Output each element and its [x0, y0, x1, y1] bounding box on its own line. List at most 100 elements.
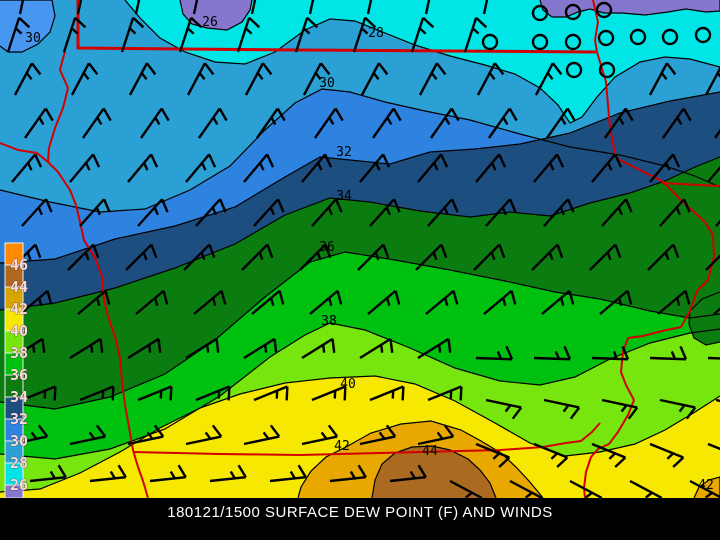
wind-barb-icon	[241, 243, 274, 271]
wind-barb-icon	[418, 62, 447, 96]
wind-barb-icon	[120, 16, 145, 53]
wind-barb-icon	[137, 385, 173, 402]
wind-barb-icon	[509, 479, 543, 498]
contour-line-tlPatch	[0, 0, 56, 53]
wind-barb-icon	[82, 107, 112, 139]
wind-barb-icon	[209, 464, 247, 483]
wind-barb-icon	[13, 62, 42, 96]
colorbar-label-32: 32	[10, 410, 28, 428]
colorbar-label-30: 30	[10, 432, 28, 450]
wind-barb-icon	[483, 289, 517, 315]
wind-barb-icon	[186, 62, 215, 96]
wind-barb-icon	[250, 0, 257, 15]
wind-barb-icon	[69, 424, 107, 446]
wind-barb-icon	[475, 442, 511, 468]
wind-barb-icon	[546, 107, 576, 139]
calm-wind-icon	[629, 28, 647, 46]
wind-barb-icon	[243, 424, 281, 446]
wind-barb-icon	[134, 0, 141, 15]
wind-barb-icon	[369, 198, 401, 227]
wind-barb-icon	[128, 62, 157, 96]
wind-barb-icon	[647, 243, 680, 271]
wind-barb-icon	[360, 62, 389, 96]
wind-barb-icon	[659, 198, 691, 227]
wind-barb-icon	[308, 0, 315, 15]
wind-barb-icon	[311, 385, 347, 402]
wind-barb-icon	[591, 153, 623, 183]
contour-line-c42corner	[693, 476, 720, 498]
wind-barb-icon	[531, 243, 564, 271]
colorbar-label-26: 26	[10, 476, 28, 494]
wind-barb-icon	[253, 385, 289, 402]
wind-barb-icon	[62, 16, 87, 53]
wind-barb-icon	[301, 424, 339, 446]
colorbar-label-36: 36	[10, 366, 28, 384]
wind-barb-icon	[29, 464, 67, 483]
wind-barb-icon	[569, 479, 603, 498]
calm-wind-icon	[531, 4, 549, 22]
contour-label-42: 42	[698, 478, 714, 493]
wind-barb-icon	[543, 398, 581, 420]
contour-line-c40	[0, 375, 720, 493]
wind-barb-icon	[359, 153, 391, 183]
contour-label-30: 30	[319, 76, 335, 91]
state-boundary-line-rB	[583, 0, 715, 498]
wind-barb-icon	[534, 62, 563, 96]
contour-label-38: 38	[321, 314, 337, 329]
wind-barb-icon	[195, 385, 231, 402]
wind-barb-icon	[482, 0, 489, 15]
wind-barb-icon	[424, 0, 431, 15]
contour-line-dgTongue	[688, 291, 720, 346]
calm-wind-icon	[597, 29, 615, 47]
wind-barb-icon	[140, 107, 170, 139]
wind-barb-icon	[662, 107, 692, 139]
contour-label-34: 34	[336, 189, 352, 204]
contour-label-42: 42	[334, 439, 350, 454]
wind-barb-icon	[689, 479, 720, 498]
wind-barb-icon	[149, 464, 187, 483]
wind-barb-icon	[707, 442, 720, 451]
wind-barb-icon	[309, 289, 343, 315]
contour-label-44: 44	[422, 444, 438, 459]
wind-barb-icon	[475, 345, 514, 361]
calm-wind-icon	[694, 26, 712, 44]
wind-barb-icon	[251, 289, 285, 315]
wind-barb-icon	[244, 62, 273, 96]
colorbar-label-28: 28	[10, 454, 28, 472]
wind-barb-icon	[236, 16, 261, 53]
wind-barb-icon	[591, 345, 630, 361]
wind-barb-icon	[649, 442, 685, 468]
state-boundary-line-rD	[0, 142, 49, 163]
wind-barb-icon	[302, 62, 331, 96]
wind-barb-icon	[89, 464, 127, 483]
wind-barb-icon	[79, 198, 111, 227]
wind-barb-icon	[185, 153, 217, 183]
wind-barb-icon	[352, 16, 377, 53]
wind-barb-icon	[589, 243, 622, 271]
colorbar-segment	[4, 484, 24, 498]
contour-line-purpleA	[179, 0, 253, 31]
wind-barb-icon	[329, 464, 367, 483]
contour-line-c32	[0, 91, 720, 264]
wind-barb-icon	[488, 107, 518, 139]
wind-barb-icon	[410, 16, 435, 53]
contour-label-32: 32	[336, 145, 352, 160]
wind-barb-icon	[77, 289, 111, 315]
wind-barb-icon	[301, 153, 333, 183]
region-44-46-dome	[372, 446, 496, 498]
wind-barb-icon	[193, 289, 227, 315]
wind-barb-icon	[707, 356, 720, 360]
wind-barb-icon	[604, 107, 634, 139]
wind-barb-icon	[704, 66, 720, 96]
colorbar-label-46: 46	[10, 256, 28, 274]
wind-barb-icon	[243, 153, 275, 183]
contour-label-36: 36	[319, 240, 335, 255]
contour-line-c44dome	[371, 445, 497, 498]
wind-barb-icon	[137, 198, 169, 227]
wind-barb-icon	[485, 398, 523, 420]
wind-barb-icon	[195, 198, 227, 227]
colorbar-label-40: 40	[10, 322, 28, 340]
wind-barb-icon	[178, 16, 203, 53]
wind-barb-icon	[657, 289, 691, 315]
wind-barb-icon	[70, 62, 99, 96]
